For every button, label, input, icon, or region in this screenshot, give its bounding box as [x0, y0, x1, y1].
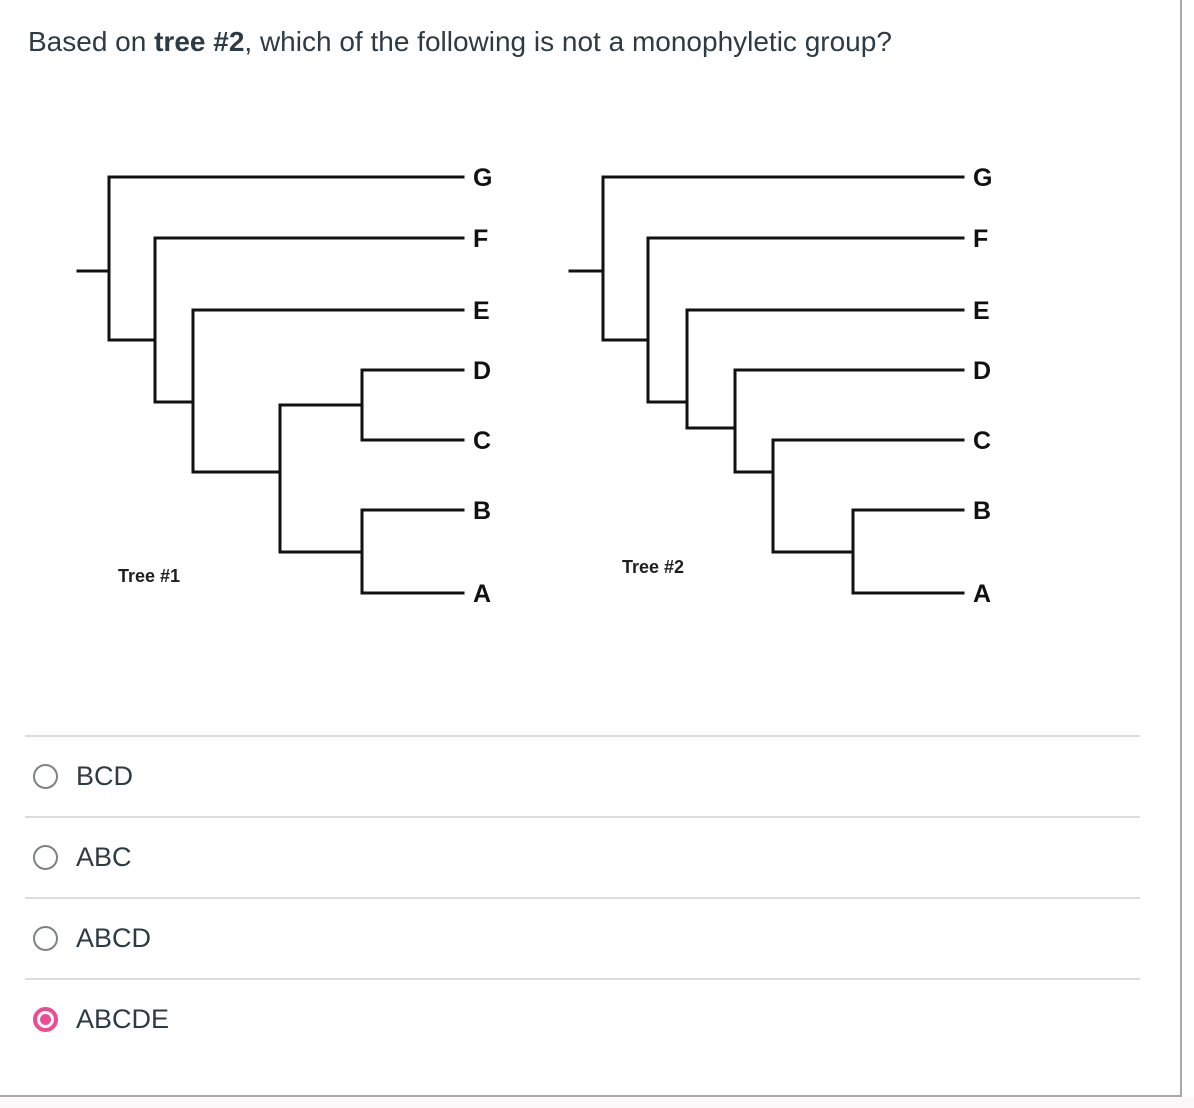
- card-right-border: [1180, 0, 1182, 1096]
- question-text: Based on tree #2, which of the following…: [28, 22, 1128, 62]
- leaf-label-B: B: [973, 497, 991, 525]
- answer-option-label: ABCDE: [76, 1004, 170, 1034]
- radio-dot: [40, 1014, 51, 1025]
- tree-caption: Tree #1: [118, 566, 180, 586]
- question-text-bold: tree #2: [154, 26, 245, 57]
- answer-option-abcde[interactable]: ABCDE: [25, 978, 1140, 1059]
- phylogeny-figure: G F E D C B A Tree #1 G F E D C B A Tree #2: [60, 150, 1010, 620]
- question-text-suffix: , which of the following is not a monoph…: [244, 26, 892, 57]
- tree-1: G F E D C B A Tree #1: [76, 164, 492, 608]
- leaf-label-B: B: [473, 497, 491, 525]
- page-background-strip: [0, 1097, 1194, 1108]
- answer-option-label: ABCD: [76, 923, 152, 953]
- leaf-label-G: G: [973, 164, 992, 192]
- answer-option-abc[interactable]: ABC: [25, 816, 1140, 897]
- answer-option-bcd[interactable]: BCD: [25, 735, 1140, 816]
- leaf-label-F: F: [473, 225, 488, 253]
- radio-unselected-icon[interactable]: [33, 926, 58, 951]
- leaf-label-G: G: [473, 164, 492, 192]
- radio-selected-icon[interactable]: [33, 1007, 58, 1032]
- radio-unselected-icon[interactable]: [33, 845, 58, 870]
- answer-option-label: ABC: [76, 842, 132, 872]
- question-text-prefix: Based on: [28, 26, 155, 57]
- leaf-label-C: C: [973, 427, 991, 455]
- leaf-label-E: E: [473, 297, 490, 325]
- card-bottom-border: [0, 1095, 1182, 1097]
- leaf-label-F: F: [973, 225, 988, 253]
- tree-2: G F E D C B A Tree #2: [568, 164, 992, 608]
- leaf-label-D: D: [973, 357, 991, 385]
- radio-unselected-icon[interactable]: [33, 764, 58, 789]
- leaf-label-D: D: [473, 357, 491, 385]
- phylogeny-svg: G F E D C B A Tree #1 G F E D C B A Tree #2: [76, 164, 992, 608]
- leaf-label-A: A: [973, 580, 991, 608]
- tree-caption: Tree #2: [622, 557, 684, 577]
- leaf-label-C: C: [473, 427, 491, 455]
- answer-option-abcd[interactable]: ABCD: [25, 897, 1140, 978]
- leaf-label-A: A: [473, 580, 491, 608]
- answer-options-list: BCD ABC ABCD ABCDE: [25, 735, 1140, 1059]
- leaf-label-E: E: [973, 297, 990, 325]
- answer-option-label: BCD: [76, 761, 134, 791]
